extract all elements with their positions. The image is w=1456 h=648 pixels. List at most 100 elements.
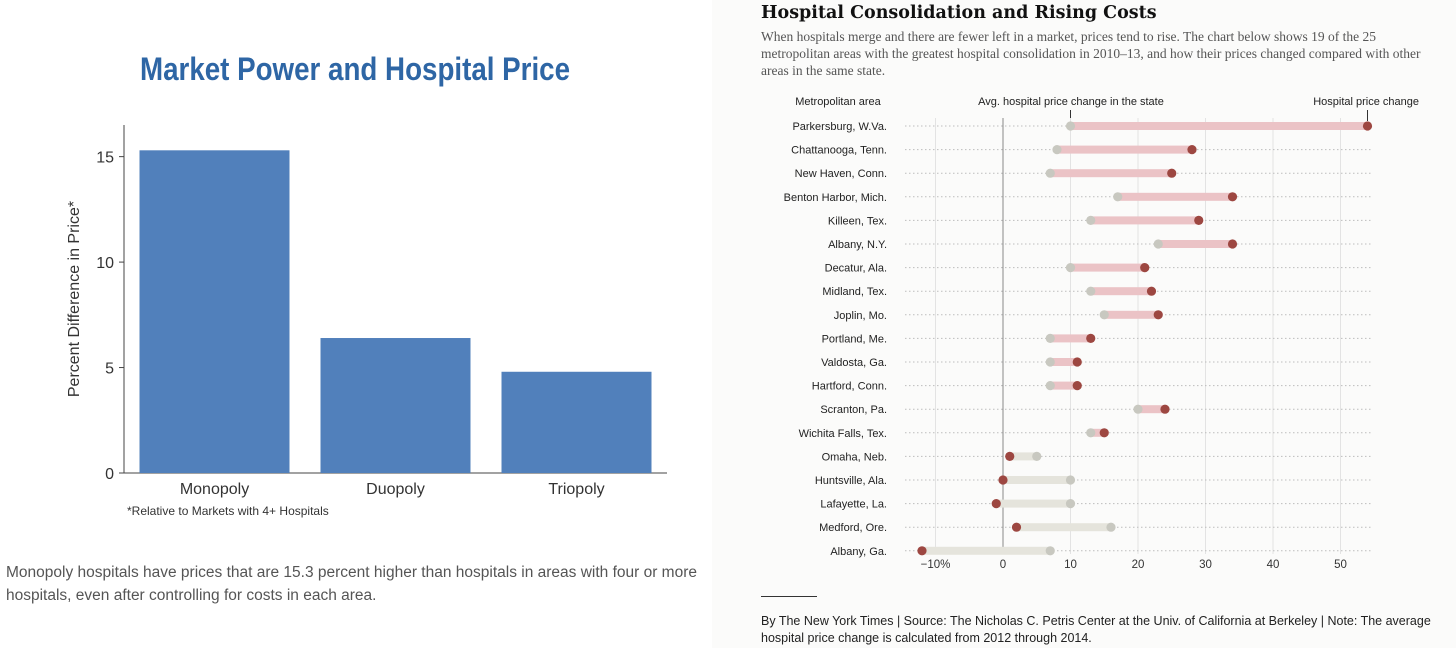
hospital-change-dot [1099, 428, 1109, 438]
chart-title: Market Power and Hospital Price [140, 51, 570, 87]
range-bar [1050, 334, 1091, 343]
state-average-dot [1086, 215, 1096, 225]
y-tick-label: 10 [96, 255, 114, 272]
row-label: Midland, Tex. [822, 286, 887, 298]
row-label: Benton Harbor, Mich. [784, 192, 887, 204]
range-bar [1117, 192, 1233, 201]
range-bar [1050, 169, 1172, 178]
bar-duopoly [320, 338, 471, 473]
state-average-dot [1032, 451, 1042, 461]
hospital-change-dot [1146, 286, 1157, 296]
hospital-change-dot [1086, 333, 1096, 343]
x-tick-label: −10% [921, 559, 951, 571]
state-average-dot [1065, 263, 1076, 273]
hospital-change-dot [1072, 381, 1082, 391]
row-label: Lafayette, La. [820, 499, 887, 511]
state-average-dot [1153, 239, 1163, 249]
range-bar [1090, 216, 1199, 225]
hospital-change-dot [1005, 451, 1015, 461]
range-bar [996, 499, 1071, 508]
hospital-change-dot [1227, 239, 1238, 249]
hospital-change-dot [1362, 121, 1373, 131]
range-bar [1050, 358, 1078, 366]
state-average-dot [1133, 404, 1143, 414]
row-label: Medford, Ore. [819, 522, 887, 534]
hospital-change-dot [1140, 263, 1150, 273]
row-label: Joplin, Mo. [834, 310, 887, 322]
range-bar [1050, 381, 1078, 390]
state-average-dot [1065, 475, 1076, 485]
x-tick-label: 20 [1132, 559, 1145, 571]
range-bar [1090, 428, 1105, 437]
dot-range-chart: Metropolitan area Avg. hospital price cha… [784, 96, 1419, 571]
range-bar [1003, 476, 1071, 484]
range-bar [1138, 405, 1165, 414]
hospital-change-dot [1011, 522, 1022, 532]
x-tick-label: 40 [1267, 559, 1280, 571]
x-tick-label: Duopoly [366, 481, 425, 498]
header-state-average: Avg. hospital price change in the state [978, 96, 1164, 108]
row-label: Killeen, Tex. [828, 215, 887, 227]
row-label: Huntsville, Ala. [815, 475, 887, 487]
x-tick-label: 50 [1334, 559, 1347, 571]
hospital-change-dot [1072, 357, 1082, 367]
row-label: Scranton, Pa. [820, 404, 887, 416]
dek: When hospitals merge and there are fewer… [761, 29, 1421, 78]
footer-rule [761, 596, 817, 597]
chart-footnote: *Relative to Markets with 4+ Hospitals [127, 504, 329, 518]
bar-chart: Market Power and Hospital Price 0 5 10 15 Per… [66, 51, 667, 518]
range-bar [1016, 523, 1111, 532]
y-axis-label: Percent Difference in Price* [66, 201, 83, 397]
hospital-change-dot [1227, 192, 1238, 202]
header-metropolitan-area: Metropolitan area [795, 96, 881, 108]
y-tick-label: 15 [96, 150, 114, 167]
hospital-change-dot [998, 475, 1008, 485]
range-bar [1070, 122, 1368, 130]
y-tick-label: 5 [105, 361, 114, 378]
state-average-dot [1106, 522, 1116, 532]
footer-credit: By The New York Times | Source: The Nich… [761, 614, 1431, 645]
range-bar [1070, 263, 1145, 272]
row-label: Hartford, Conn. [812, 381, 887, 393]
state-average-dot [1045, 357, 1055, 367]
state-average-dot [1086, 428, 1096, 438]
y-tick-label: 0 [105, 466, 114, 483]
row-label: Omaha, Neb. [822, 451, 887, 463]
bar-triopoly [501, 371, 652, 473]
state-average-dot [1065, 499, 1076, 509]
range-bar [1158, 240, 1233, 248]
state-average-dot [1045, 168, 1055, 178]
row-label: Albany, Ga. [830, 546, 887, 558]
hospital-change-dot [1187, 145, 1197, 155]
row-label: Valdosta, Ga. [821, 357, 887, 369]
left-caption: Monopoly hospitals have prices that are … [6, 564, 697, 604]
row-label: New Haven, Conn. [795, 168, 887, 180]
state-average-dot [1099, 310, 1109, 320]
state-average-dot [1086, 286, 1096, 296]
x-tick-label: 10 [1064, 559, 1077, 571]
range-bar [1090, 287, 1152, 296]
range-bar [922, 546, 1051, 555]
row-label: Albany, N.Y. [828, 239, 887, 251]
row-label: Wichita Falls, Tex. [799, 428, 887, 440]
row-label: Parkersburg, W.Va. [792, 121, 887, 133]
row-label: Decatur, Ala. [825, 263, 887, 275]
header-hospital-change: Hospital price change [1313, 96, 1419, 108]
hospital-change-dot [1194, 215, 1204, 225]
range-bar [1104, 310, 1159, 319]
right-panel: Hospital Consolidation and Rising Costs … [712, 0, 1456, 648]
hospital-change-dot [917, 546, 927, 556]
row-label: Portland, Me. [822, 333, 887, 345]
x-tick-label: Monopoly [180, 481, 249, 498]
range-bar [1009, 452, 1037, 461]
hospital-change-dot [1153, 310, 1163, 320]
x-tick-label: Triopoly [548, 481, 604, 498]
state-average-dot [1052, 145, 1062, 155]
row-label: Chattanooga, Tenn. [791, 145, 887, 157]
x-tick-label: 30 [1199, 559, 1212, 571]
x-tick-label: 0 [1000, 559, 1006, 571]
state-average-dot [1113, 192, 1123, 202]
headline: Hospital Consolidation and Rising Costs [761, 3, 1157, 23]
bar-monopoly [139, 150, 290, 474]
state-average-dot [1045, 333, 1055, 343]
